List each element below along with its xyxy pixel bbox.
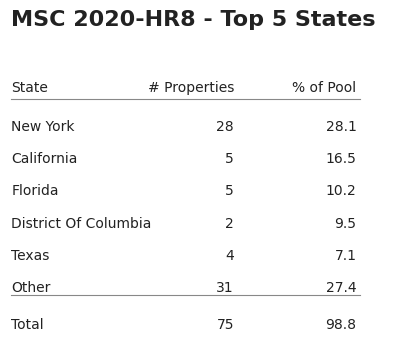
Text: Texas: Texas	[11, 249, 50, 263]
Text: 5: 5	[225, 152, 234, 166]
Text: MSC 2020-HR8 - Top 5 States: MSC 2020-HR8 - Top 5 States	[11, 10, 375, 30]
Text: 16.5: 16.5	[326, 152, 357, 166]
Text: California: California	[11, 152, 78, 166]
Text: 27.4: 27.4	[326, 281, 357, 296]
Text: 10.2: 10.2	[326, 184, 357, 198]
Text: 28.1: 28.1	[326, 120, 357, 134]
Text: State: State	[11, 81, 48, 95]
Text: Total: Total	[11, 318, 44, 333]
Text: % of Pool: % of Pool	[292, 81, 357, 95]
Text: 75: 75	[216, 318, 234, 333]
Text: # Properties: # Properties	[147, 81, 234, 95]
Text: 31: 31	[216, 281, 234, 296]
Text: 28: 28	[216, 120, 234, 134]
Text: 4: 4	[225, 249, 234, 263]
Text: 98.8: 98.8	[326, 318, 357, 333]
Text: 5: 5	[225, 184, 234, 198]
Text: 2: 2	[225, 217, 234, 231]
Text: 7.1: 7.1	[334, 249, 357, 263]
Text: Florida: Florida	[11, 184, 59, 198]
Text: Other: Other	[11, 281, 50, 296]
Text: 9.5: 9.5	[334, 217, 357, 231]
Text: District Of Columbia: District Of Columbia	[11, 217, 152, 231]
Text: New York: New York	[11, 120, 75, 134]
